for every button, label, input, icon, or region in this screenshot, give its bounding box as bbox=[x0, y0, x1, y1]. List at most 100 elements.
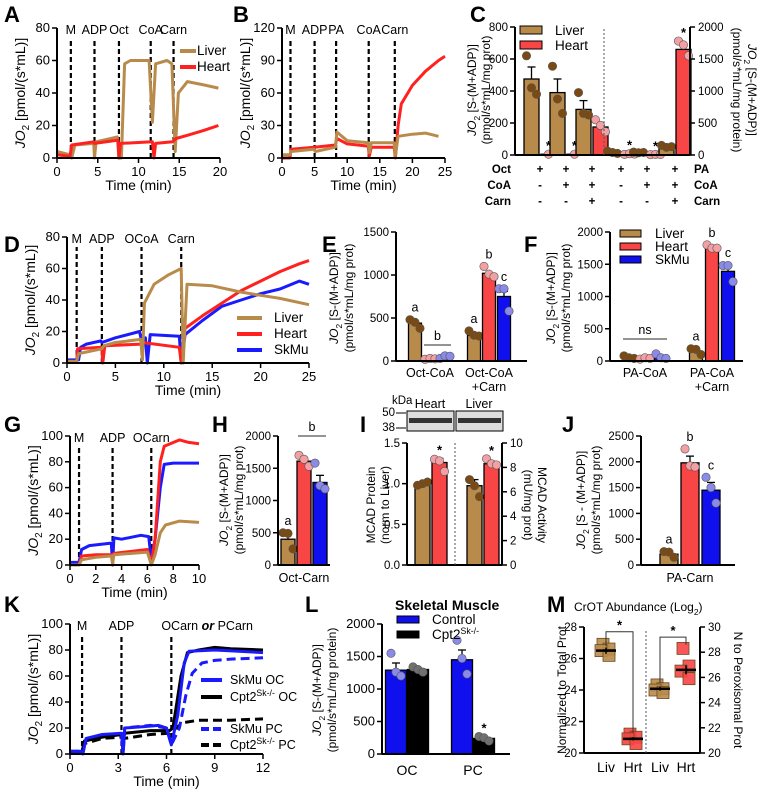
y-right-tick-label: 10 bbox=[510, 438, 523, 450]
significance-marker: * bbox=[617, 618, 623, 633]
y-tick-label: 40 bbox=[49, 694, 63, 709]
y-axis-subtitle-right: (mU/mg prot) bbox=[521, 470, 535, 541]
y-axis-title-right: N to Peroxisomal Prot bbox=[731, 632, 745, 749]
category-label: Hrt bbox=[677, 759, 696, 775]
legend-label-cpt2: Cpt2Sk-/- bbox=[432, 626, 479, 642]
data-point bbox=[583, 110, 593, 120]
condition-sign: - bbox=[619, 180, 623, 192]
data-point bbox=[573, 88, 583, 98]
bar-heart bbox=[680, 462, 700, 566]
category-label: Liv bbox=[597, 759, 615, 775]
chart-title: CrOT Abundance (Log2) bbox=[574, 600, 703, 617]
data-point bbox=[547, 61, 557, 71]
y-tick-label: 0 bbox=[628, 560, 634, 572]
significance-letter: a bbox=[693, 330, 700, 344]
y-left-tick-label: 0.5 bbox=[384, 519, 400, 531]
legend-label-liver: Liver bbox=[197, 43, 227, 58]
event-label: CoA bbox=[357, 23, 382, 37]
data-point bbox=[682, 672, 696, 686]
y-tick-label: 500 bbox=[353, 714, 375, 729]
y-right-tick-label: 1500 bbox=[698, 54, 724, 66]
x-axis-title: Time (min) bbox=[101, 584, 167, 600]
y-left-tick-label: 24 bbox=[564, 685, 577, 697]
data-point bbox=[521, 51, 531, 61]
x-tick-label: 10 bbox=[131, 164, 145, 179]
event-label: ADP bbox=[89, 232, 115, 246]
blot-lane-label: Heart bbox=[415, 397, 446, 411]
y-tick-label: 20 bbox=[46, 324, 60, 339]
data-point bbox=[676, 642, 690, 655]
x-tick-label: 10 bbox=[157, 369, 171, 384]
panel-m: CrOT Abundance (Log2) 20 22 24 26 28 20 22 24 26 2… bbox=[555, 600, 745, 775]
y-tick-label: 60 bbox=[49, 668, 63, 683]
x-tick-label: 4 bbox=[118, 571, 125, 586]
y-tick-label: 60 bbox=[46, 261, 60, 276]
category-label: PA-CoA bbox=[690, 366, 735, 380]
y-left-tick-label: 1.0 bbox=[384, 479, 400, 491]
panel-label-h: H bbox=[212, 412, 228, 437]
data-point bbox=[320, 484, 330, 494]
y-right-tick-label: 2000 bbox=[698, 22, 724, 34]
condition-sign: + bbox=[589, 196, 596, 208]
y-tick-label: 60 bbox=[49, 480, 63, 495]
event-label: M bbox=[285, 23, 295, 37]
x-tick-label: 15 bbox=[205, 369, 219, 384]
y-left-tick-label: 800 bbox=[489, 22, 508, 34]
y-axis-subtitle: (pmol/s*mL/mg prot) bbox=[232, 446, 246, 555]
data-point bbox=[310, 458, 320, 468]
data-point bbox=[396, 671, 406, 681]
condition-row-label: CoA bbox=[694, 180, 718, 192]
series-line-liver bbox=[282, 130, 439, 158]
significance-marker: * bbox=[481, 720, 487, 735]
y-tick-label: 2500 bbox=[608, 431, 634, 443]
data-point bbox=[712, 243, 722, 253]
panel-c: * * * * * 0 200 400 600 800 0 500 1000 1500 2000 LiverH… bbox=[465, 22, 759, 208]
comparison-bracket bbox=[659, 636, 687, 683]
y-tick-label: 60 bbox=[261, 85, 275, 100]
bar-control bbox=[384, 669, 408, 755]
x-tick-label: 2 bbox=[92, 571, 99, 586]
y-axis-title: JO2 [S-(M+ADP)] bbox=[310, 644, 327, 737]
series-line-skmu-oc bbox=[70, 648, 264, 756]
panel-k: M ADP OCarn or PCarn 0 20 40 60 80 100 0 3 6 9 12 Time… bbox=[25, 616, 297, 789]
y-axis-title: JO2 [pmol/(s*mL)] bbox=[25, 634, 45, 745]
legend-label: SkMu OC bbox=[230, 673, 284, 687]
legend-swatch-liver bbox=[519, 25, 543, 35]
x-tick-label: 0 bbox=[66, 760, 73, 775]
data-point bbox=[557, 108, 567, 118]
data-point bbox=[422, 477, 432, 487]
series-line-liver bbox=[70, 519, 200, 567]
x-axis-title: Time (min) bbox=[330, 177, 396, 193]
significance-letter: b bbox=[434, 329, 441, 343]
x-tick-label: 0 bbox=[63, 369, 70, 384]
data-point bbox=[489, 272, 499, 282]
legend-label-heart: Heart bbox=[655, 239, 688, 254]
blot-marker-label: 38 bbox=[382, 422, 395, 434]
y-tick-label: 0 bbox=[368, 746, 375, 761]
legend-label-skmu: SkMu bbox=[274, 342, 309, 357]
y-axis-subtitle-left: (norm to Liver) bbox=[378, 466, 392, 544]
event-label: OCarn bbox=[133, 431, 170, 445]
y-tick-label: 100 bbox=[41, 428, 63, 443]
significance-marker: * bbox=[653, 138, 659, 153]
condition-sign: + bbox=[672, 180, 679, 192]
data-point bbox=[600, 127, 610, 137]
data-point bbox=[552, 94, 562, 104]
panel-label-k: K bbox=[4, 592, 20, 617]
legend-label-liver: Liver bbox=[555, 23, 585, 38]
y-axis-title: JO2 [S-(M+ADP)] bbox=[327, 252, 344, 345]
y-tick-label: 80 bbox=[36, 20, 50, 35]
chart-title: Skeletal Muscle bbox=[395, 597, 499, 613]
data-point bbox=[474, 492, 484, 502]
category-label: Oct-CoA bbox=[465, 366, 514, 380]
data-point bbox=[464, 475, 474, 485]
x-tick-label: 0 bbox=[66, 571, 73, 586]
x-tick-label: 5 bbox=[112, 369, 119, 384]
y-tick-label: 0 bbox=[268, 150, 275, 165]
significance-letter: c bbox=[725, 246, 731, 260]
